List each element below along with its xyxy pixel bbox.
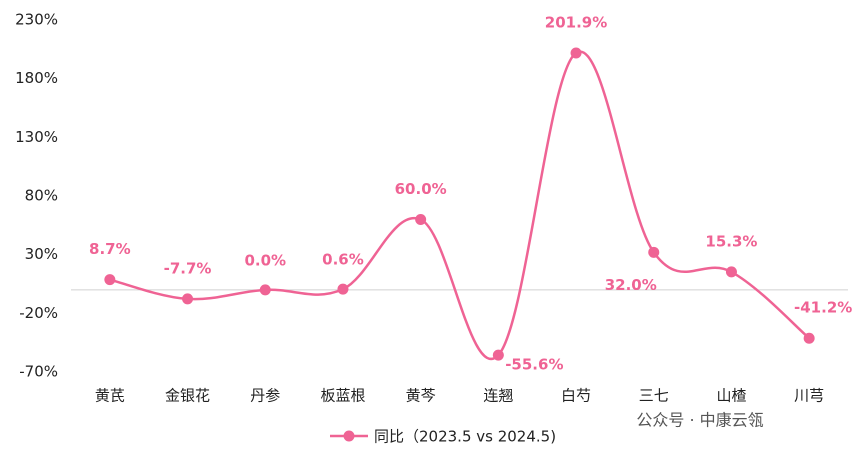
watermark: 公众号 · 中康云瓴 [636,411,763,430]
x-tick-label: 连翘 [483,387,513,405]
marker [648,246,660,258]
marker [415,213,427,225]
y-tick-label: 180% [15,69,58,87]
x-tick-label: 三七 [639,387,669,405]
y-tick-label: 30% [25,245,58,263]
y-tick-label: 230% [15,11,58,29]
marker [259,284,271,296]
data-label: 60.0% [395,180,447,198]
y-tick-label: 80% [25,187,58,205]
x-tick-label: 山楂 [716,387,746,405]
data-label: 0.0% [244,251,286,269]
data-label: 0.6% [322,251,364,269]
data-label: 15.3% [705,232,757,250]
marker [803,332,815,344]
y-tick-label: 130% [15,128,58,146]
y-tick-label: -20% [19,304,58,322]
data-label: 8.7% [89,240,131,258]
data-label: 32.0% [605,276,657,294]
legend-marker [343,430,355,442]
marker [182,293,194,305]
x-tick-label: 金银花 [165,387,210,405]
marker [725,266,737,278]
x-tick-label: 板蓝根 [320,387,365,405]
x-tick-label: 黄芩 [406,387,436,405]
series-line [109,50,810,360]
marker [492,349,504,361]
x-tick-label: 黄芪 [95,387,125,405]
x-tick-label: 白芍 [561,387,591,405]
marker [337,283,349,295]
marker [570,47,582,59]
data-label: -55.6% [505,356,563,374]
y-tick-label: -70% [19,363,58,381]
data-label: -7.7% [164,259,212,277]
data-label: -41.2% [794,299,852,317]
x-tick-label: 川芎 [794,387,824,405]
legend-label: 同比（2023.5 vs 2024.5) [374,428,556,446]
data-label: 201.9% [545,13,607,31]
x-tick-label: 丹参 [250,387,280,405]
marker [104,274,116,286]
